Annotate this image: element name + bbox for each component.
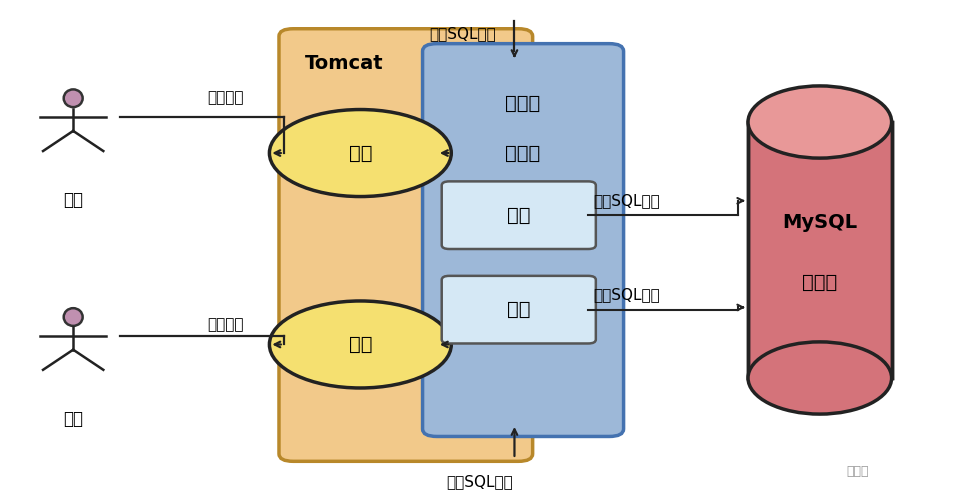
Text: 执行SQL语句: 执行SQL语句 — [593, 287, 660, 302]
Text: 连接池: 连接池 — [506, 144, 540, 163]
Text: 线程: 线程 — [348, 335, 372, 354]
Text: 数据库: 数据库 — [506, 94, 540, 113]
Ellipse shape — [270, 110, 451, 196]
Text: 发送请求: 发送请求 — [207, 90, 244, 105]
Ellipse shape — [748, 342, 892, 414]
FancyBboxPatch shape — [442, 182, 596, 249]
Ellipse shape — [63, 90, 83, 107]
Ellipse shape — [63, 308, 83, 326]
Text: 发送请求: 发送请求 — [207, 317, 244, 332]
FancyBboxPatch shape — [422, 44, 624, 436]
Text: 用户: 用户 — [63, 192, 84, 210]
FancyBboxPatch shape — [279, 28, 533, 462]
Text: 执行SQL语句: 执行SQL语句 — [429, 26, 496, 41]
FancyBboxPatch shape — [442, 276, 596, 344]
Ellipse shape — [748, 86, 892, 158]
Text: 连接: 连接 — [507, 206, 531, 225]
Text: 执行SQL语句: 执行SQL语句 — [446, 474, 514, 489]
Text: 数据库: 数据库 — [803, 273, 837, 292]
Text: 线程: 线程 — [348, 144, 372, 163]
Text: 业余草: 业余草 — [847, 465, 870, 478]
Text: Tomcat: Tomcat — [305, 54, 383, 73]
Ellipse shape — [270, 301, 451, 388]
Bar — [748, 122, 892, 378]
Text: 执行SQL语句: 执行SQL语句 — [593, 192, 660, 208]
Text: MySQL: MySQL — [782, 213, 857, 232]
Text: 连接: 连接 — [507, 300, 531, 319]
Text: 用户: 用户 — [63, 410, 84, 428]
